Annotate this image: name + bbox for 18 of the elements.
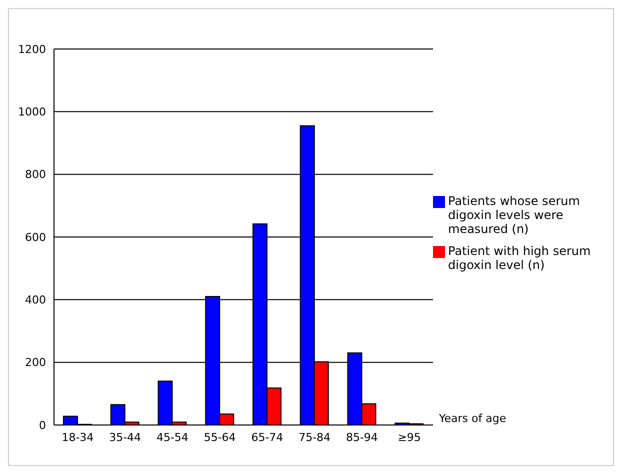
x-tick-label: 75-84 xyxy=(298,430,331,444)
y-tick-label: 200 xyxy=(25,356,46,370)
y-tick-label: 0 xyxy=(39,418,46,432)
y-tick-label: 600 xyxy=(25,230,46,244)
x-tick-label: 55-64 xyxy=(204,430,236,444)
y-tick-label: 1200 xyxy=(18,42,46,56)
y-tick-label: 1000 xyxy=(18,106,46,119)
x-tick-label: 85-94 xyxy=(346,430,378,444)
legend-label: Patient with high serum digoxin level (n) xyxy=(448,244,592,272)
legend-label: Patients whose serum digoxin levels were measured (n) xyxy=(448,194,581,236)
x-tick-label: 18-34 xyxy=(62,430,94,444)
x-axis-title: Years of age xyxy=(438,412,506,425)
x-tick-label: 45-54 xyxy=(156,430,188,444)
x-tick-label: ≥95 xyxy=(398,430,421,444)
x-tick-label: 35-44 xyxy=(109,430,142,444)
x-tick-label: 65-74 xyxy=(251,430,284,444)
y-tick-label: 400 xyxy=(25,294,46,307)
y-tick-label: 800 xyxy=(25,168,46,182)
